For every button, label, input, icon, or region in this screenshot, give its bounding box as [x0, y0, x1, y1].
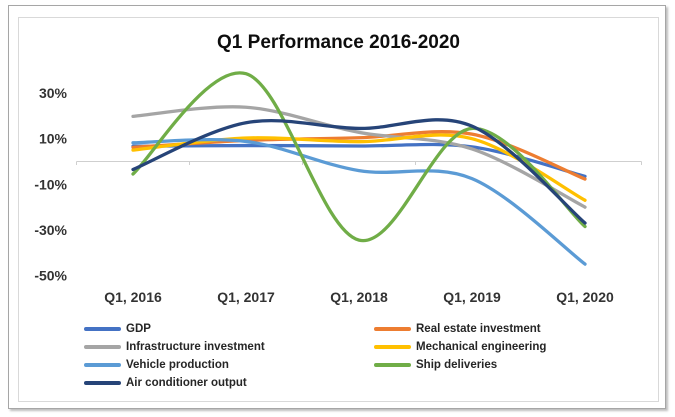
series-line-air-conditioner-output: [131, 118, 587, 225]
legend-swatch: [84, 327, 121, 331]
legend-item: GDP: [84, 320, 265, 338]
legend-item: Real estate investment: [374, 320, 546, 338]
y-axis-tick-label: 30%: [39, 85, 68, 101]
x-axis-tick-label: Q1, 2019: [443, 289, 501, 305]
y-axis-tick-label: 10%: [39, 131, 68, 147]
chart-title: Q1 Performance 2016-2020: [217, 32, 460, 53]
chart-area: [18, 17, 659, 402]
legend-item: Ship deliveries: [374, 356, 546, 374]
x-axis-tick-label: Q1, 2017: [217, 289, 275, 305]
legend-label: Mechanical engineering: [416, 341, 547, 353]
legend-item: Vehicle production: [84, 356, 265, 374]
legend-label: Real estate investment: [416, 323, 541, 335]
y-axis-tick-label: -50%: [34, 268, 67, 284]
legend-swatch: [374, 345, 411, 349]
legend-swatch: [374, 327, 411, 331]
legend-swatch: [84, 345, 121, 349]
legend-item: Air conditioner output: [84, 374, 265, 392]
series-line-ship-deliveries: [131, 71, 587, 243]
legend-swatch: [84, 363, 121, 367]
x-axis-tick-label: Q1, 2020: [556, 289, 614, 305]
x-axis-tick-label: Q1, 2016: [104, 289, 162, 305]
y-axis-tick-label: -30%: [34, 222, 67, 238]
legend-label: Air conditioner output: [126, 377, 247, 389]
series-line-infrastructure-investment: [131, 105, 587, 209]
x-axis-tick-label: Q1, 2018: [330, 289, 388, 305]
legend-label: Infrastructure investment: [126, 341, 265, 353]
series-line-vehicle-production: [131, 137, 587, 266]
legend-column-right: Real estate investment Mechanical enginee…: [374, 320, 546, 374]
legend-item: Mechanical engineering: [374, 338, 546, 356]
legend-label: GDP: [126, 323, 151, 335]
legend-column-left: GDP Infrastructure investment Vehicle prod…: [84, 320, 265, 392]
y-axis-tick-label: -10%: [34, 176, 67, 192]
zero-axis-line: [76, 161, 642, 165]
legend-swatch: [374, 363, 411, 367]
legend-swatch: [84, 381, 121, 385]
legend-item: Infrastructure investment: [84, 338, 265, 356]
legend-label: Vehicle production: [126, 359, 229, 371]
legend-label: Ship deliveries: [416, 359, 498, 371]
